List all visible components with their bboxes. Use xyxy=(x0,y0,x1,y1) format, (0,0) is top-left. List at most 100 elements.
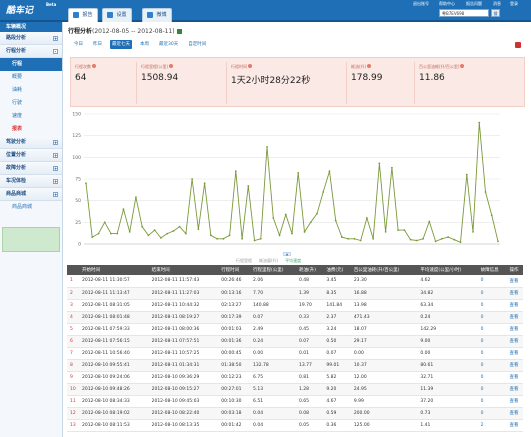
data-point[interactable] xyxy=(166,232,169,235)
data-point[interactable] xyxy=(103,221,106,224)
data-point[interactable] xyxy=(384,230,387,233)
data-point[interactable] xyxy=(247,185,250,187)
help-icon[interactable] xyxy=(169,64,174,68)
data-point[interactable] xyxy=(160,237,162,239)
data-point[interactable] xyxy=(291,232,293,235)
data-point[interactable] xyxy=(222,237,225,240)
data-point[interactable] xyxy=(91,236,94,238)
view-link[interactable]: 查看 xyxy=(506,395,523,408)
data-point[interactable] xyxy=(141,225,144,228)
sidebar-item-mall[interactable]: 商品商城 xyxy=(12,204,33,210)
filter-today[interactable]: 今日 xyxy=(74,42,83,47)
help-icon[interactable] xyxy=(248,64,252,68)
data-point[interactable] xyxy=(85,182,87,185)
expand-icon[interactable]: + xyxy=(53,36,58,41)
filter-last-30-days[interactable]: 最近30天 xyxy=(159,42,179,47)
data-point[interactable] xyxy=(465,173,468,176)
filter-last-7-days[interactable]: 最近七天 xyxy=(110,40,132,49)
data-point[interactable] xyxy=(328,170,331,173)
view-link[interactable]: 查看 xyxy=(506,383,523,396)
table-cell[interactable]: 0 xyxy=(477,311,507,324)
sidebar-section-driving[interactable]: 驾驶分析 + xyxy=(0,136,62,149)
data-point[interactable] xyxy=(440,237,443,240)
view-link[interactable]: 查看 xyxy=(506,359,523,372)
view-link[interactable]: 查看 xyxy=(506,407,523,420)
sidebar-item-speed[interactable]: 速度 xyxy=(12,113,23,119)
filter-this-week[interactable]: 本周 xyxy=(140,42,149,47)
data-point[interactable] xyxy=(428,220,431,223)
data-point[interactable] xyxy=(216,237,218,240)
data-point[interactable] xyxy=(97,232,100,235)
data-point[interactable] xyxy=(234,170,237,173)
view-link[interactable]: 查看 xyxy=(506,371,523,384)
filter-custom[interactable]: 自定时间 xyxy=(188,42,207,47)
data-point[interactable] xyxy=(478,121,481,124)
data-point[interactable] xyxy=(490,214,493,217)
table-cell[interactable]: 0 xyxy=(477,395,507,408)
data-point[interactable] xyxy=(203,182,206,185)
help-icon[interactable] xyxy=(92,64,96,68)
data-point[interactable] xyxy=(259,237,262,240)
help-link[interactable]: 帮助中心 xyxy=(439,1,455,6)
data-point[interactable] xyxy=(147,234,150,237)
table-cell[interactable]: 0 xyxy=(477,359,507,372)
collapse-icon[interactable]: + xyxy=(53,192,58,197)
data-point[interactable] xyxy=(197,228,200,231)
data-point[interactable] xyxy=(359,239,362,242)
data-point[interactable] xyxy=(472,230,474,233)
table-cell[interactable]: 0 xyxy=(477,299,507,312)
data-point[interactable] xyxy=(266,146,268,148)
data-point[interactable] xyxy=(284,213,287,216)
data-point[interactable] xyxy=(378,162,381,165)
table-cell[interactable]: 0 xyxy=(477,287,507,300)
logout-link[interactable]: 退出账号 xyxy=(413,1,429,6)
table-cell[interactable]: 0 xyxy=(477,347,507,360)
view-link[interactable]: 查看 xyxy=(506,335,523,348)
data-point[interactable] xyxy=(366,217,368,219)
data-point[interactable] xyxy=(409,238,412,241)
messages-link[interactable]: 消息 xyxy=(493,1,501,6)
data-point[interactable] xyxy=(228,234,231,237)
data-point[interactable] xyxy=(241,237,243,240)
expand-icon[interactable]: + xyxy=(53,179,58,184)
data-point[interactable] xyxy=(447,236,449,238)
data-point[interactable] xyxy=(390,166,393,169)
sidebar-section-location[interactable]: 位置分析 + xyxy=(0,149,62,162)
table-cell[interactable]: 0 xyxy=(477,407,507,420)
data-point[interactable] xyxy=(341,236,343,238)
data-point[interactable] xyxy=(422,237,424,240)
data-point[interactable] xyxy=(459,241,462,244)
data-point[interactable] xyxy=(278,234,281,237)
data-point[interactable] xyxy=(334,219,337,222)
data-point[interactable] xyxy=(303,230,306,233)
search-button[interactable]: 搜 xyxy=(491,9,500,17)
sidebar-item-fuel[interactable]: 油耗 xyxy=(12,87,23,93)
table-cell[interactable]: 2 xyxy=(477,419,507,432)
data-point[interactable] xyxy=(309,221,312,224)
data-point[interactable] xyxy=(322,191,325,193)
data-point[interactable] xyxy=(135,196,137,199)
sidebar-section-trip[interactable]: 行程分析 - xyxy=(0,45,62,58)
data-point[interactable] xyxy=(178,225,181,228)
expand-icon[interactable]: + xyxy=(53,153,58,158)
data-point[interactable] xyxy=(403,229,406,232)
data-point[interactable] xyxy=(316,212,318,215)
login-link[interactable]: 登录 xyxy=(510,1,518,6)
view-link[interactable]: 查看 xyxy=(506,323,523,336)
table-cell[interactable]: 0 xyxy=(477,383,507,396)
sidebar-item-driving[interactable]: 行驶 xyxy=(12,100,23,106)
sidebar-item-trip[interactable]: 行程 xyxy=(0,58,62,71)
data-point[interactable] xyxy=(484,191,487,193)
expand-icon[interactable]: + xyxy=(53,166,58,171)
view-link[interactable]: 查看 xyxy=(506,419,523,432)
view-link[interactable]: 查看 xyxy=(506,311,523,324)
table-cell[interactable]: 0 xyxy=(477,335,507,348)
data-point[interactable] xyxy=(397,229,400,232)
data-point[interactable] xyxy=(353,237,356,240)
data-point[interactable] xyxy=(297,172,300,174)
sidebar-section-fault[interactable]: 故障分析 + xyxy=(0,162,62,175)
data-point[interactable] xyxy=(372,237,375,240)
legend-speed[interactable]: 平均速度 xyxy=(285,258,302,263)
view-link[interactable]: 查看 xyxy=(506,275,523,288)
vehicle-select[interactable]: 粤B7EV698 xyxy=(439,9,489,17)
